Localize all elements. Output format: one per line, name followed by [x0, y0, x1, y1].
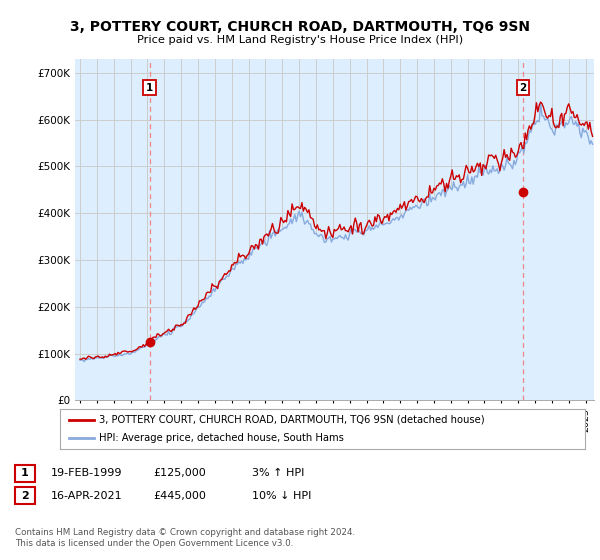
Text: £445,000: £445,000 — [153, 491, 206, 501]
Text: 3, POTTERY COURT, CHURCH ROAD, DARTMOUTH, TQ6 9SN: 3, POTTERY COURT, CHURCH ROAD, DARTMOUTH… — [70, 20, 530, 34]
Text: 16-APR-2021: 16-APR-2021 — [51, 491, 122, 501]
Text: 2: 2 — [21, 491, 29, 501]
Text: Contains HM Land Registry data © Crown copyright and database right 2024.
This d: Contains HM Land Registry data © Crown c… — [15, 528, 355, 548]
Text: 19-FEB-1999: 19-FEB-1999 — [51, 468, 122, 478]
Text: 2: 2 — [520, 83, 527, 93]
Text: 1: 1 — [146, 83, 153, 93]
Text: 10% ↓ HPI: 10% ↓ HPI — [252, 491, 311, 501]
Text: 3, POTTERY COURT, CHURCH ROAD, DARTMOUTH, TQ6 9SN (detached house): 3, POTTERY COURT, CHURCH ROAD, DARTMOUTH… — [100, 415, 485, 424]
Text: HPI: Average price, detached house, South Hams: HPI: Average price, detached house, Sout… — [100, 433, 344, 443]
Text: 3% ↑ HPI: 3% ↑ HPI — [252, 468, 304, 478]
Text: £125,000: £125,000 — [153, 468, 206, 478]
Text: 1: 1 — [21, 468, 29, 478]
Text: Price paid vs. HM Land Registry's House Price Index (HPI): Price paid vs. HM Land Registry's House … — [137, 35, 463, 45]
